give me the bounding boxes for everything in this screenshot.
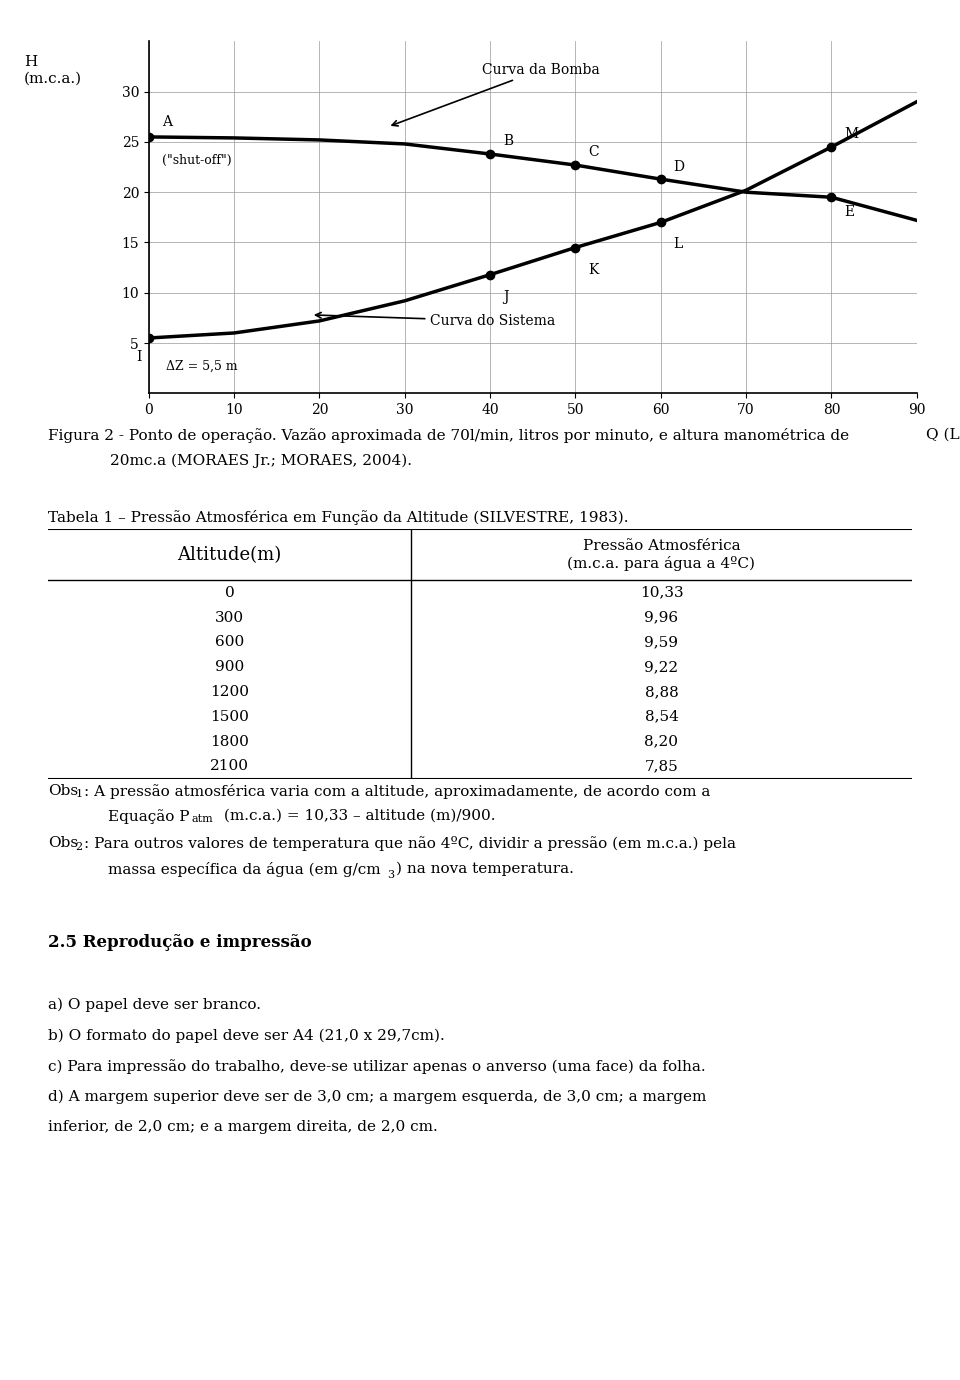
- Text: J: J: [503, 290, 509, 304]
- Text: Obs: Obs: [48, 784, 78, 798]
- Text: 8,54: 8,54: [644, 709, 679, 723]
- Text: Figura 2 - Ponto de operação. Vazão aproximada de 70l/min, litros por minuto, e : Figura 2 - Ponto de operação. Vazão apro…: [48, 428, 850, 443]
- Text: L: L: [674, 237, 683, 251]
- Text: Q (LPM): Q (LPM): [926, 428, 960, 442]
- Text: 3: 3: [387, 869, 394, 880]
- Text: 300: 300: [215, 610, 244, 625]
- Text: E: E: [844, 206, 854, 219]
- Text: Equação P: Equação P: [108, 809, 190, 824]
- Text: inferior, de 2,0 cm; e a margem direita, de 2,0 cm.: inferior, de 2,0 cm; e a margem direita,…: [48, 1119, 438, 1133]
- Text: 20mc.a (MORAES Jr.; MORAES, 2004).: 20mc.a (MORAES Jr.; MORAES, 2004).: [110, 454, 413, 468]
- Text: 1200: 1200: [210, 684, 249, 698]
- Text: 10,33: 10,33: [639, 585, 684, 600]
- Text: Pressão Atmosférica: Pressão Atmosférica: [583, 538, 740, 552]
- Text: M: M: [844, 127, 858, 141]
- Text: Curva do Sistema: Curva do Sistema: [316, 312, 556, 328]
- Text: : Para outros valores de temperatura que não 4ºC, dividir a pressão (em m.c.a.) : : Para outros valores de temperatura que…: [84, 836, 736, 851]
- Text: a) O papel deve ser branco.: a) O papel deve ser branco.: [48, 998, 261, 1013]
- Text: 8,88: 8,88: [644, 684, 679, 698]
- Text: d) A margem superior deve ser de 3,0 cm; a margem esquerda, de 3,0 cm; a margem: d) A margem superior deve ser de 3,0 cm;…: [48, 1089, 707, 1104]
- Text: H
(m.c.a.): H (m.c.a.): [24, 55, 83, 86]
- Text: : A pressão atmosférica varia com a altitude, aproximadamente, de acordo com a: : A pressão atmosférica varia com a alti…: [84, 784, 710, 799]
- Text: 1500: 1500: [210, 709, 249, 723]
- Text: 7,85: 7,85: [644, 759, 679, 773]
- Text: ) na nova temperatura.: ) na nova temperatura.: [396, 862, 573, 876]
- Text: (m.c.a. para água a 4ºC): (m.c.a. para água a 4ºC): [567, 556, 756, 571]
- Text: B: B: [503, 134, 513, 148]
- Text: atm: atm: [192, 814, 214, 824]
- Text: D: D: [674, 160, 684, 174]
- Text: C: C: [588, 145, 599, 159]
- Text: b) O formato do papel deve ser A4 (21,0 x 29,7cm).: b) O formato do papel deve ser A4 (21,0 …: [48, 1028, 444, 1043]
- Text: ΔZ = 5,5 m: ΔZ = 5,5 m: [166, 360, 237, 373]
- Text: c) Para impressão do trabalho, deve-se utilizar apenas o anverso (uma face) da f: c) Para impressão do trabalho, deve-se u…: [48, 1058, 706, 1074]
- Text: I: I: [136, 351, 141, 364]
- Text: massa específica da água (em g/cm: massa específica da água (em g/cm: [108, 862, 381, 876]
- Text: Obs: Obs: [48, 836, 78, 850]
- Text: (m.c.a.) = 10,33 – altitude (m)/900.: (m.c.a.) = 10,33 – altitude (m)/900.: [219, 809, 495, 822]
- Text: 9,59: 9,59: [644, 635, 679, 650]
- Text: 8,20: 8,20: [644, 734, 679, 748]
- Text: 0: 0: [225, 585, 234, 600]
- Text: A: A: [161, 115, 172, 128]
- Text: ("shut-off"): ("shut-off"): [161, 155, 231, 167]
- Text: K: K: [588, 262, 599, 276]
- Text: Altitude(m): Altitude(m): [178, 545, 281, 564]
- Text: 9,22: 9,22: [644, 660, 679, 675]
- Text: 600: 600: [215, 635, 244, 650]
- Text: 1800: 1800: [210, 734, 249, 748]
- Text: 9,96: 9,96: [644, 610, 679, 625]
- Text: 2: 2: [75, 842, 83, 851]
- Text: 2100: 2100: [210, 759, 249, 773]
- Text: 2.5 Reprodução e impressão: 2.5 Reprodução e impressão: [48, 934, 312, 951]
- Text: 1: 1: [75, 789, 83, 799]
- Text: 900: 900: [215, 660, 244, 675]
- Text: Tabela 1 – Pressão Atmosférica em Função da Altitude (SILVESTRE, 1983).: Tabela 1 – Pressão Atmosférica em Função…: [48, 511, 629, 524]
- Text: Curva da Bomba: Curva da Bomba: [392, 62, 600, 126]
